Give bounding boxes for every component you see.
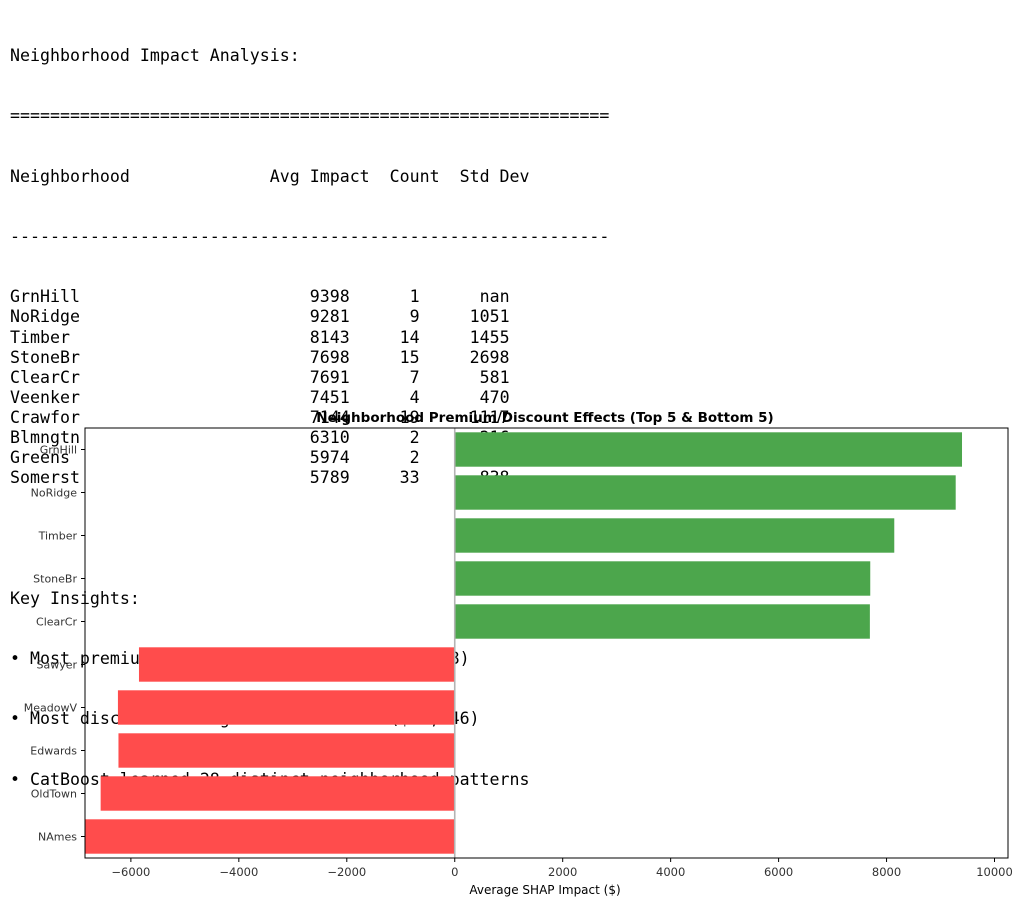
single-rule: ----------------------------------------… <box>10 227 610 247</box>
x-tick-label: 0 <box>451 865 458 879</box>
cell-avg-impact: 9398 <box>309 287 350 307</box>
table-row: GrnHill 9398 1 nan <box>10 287 609 307</box>
x-tick-label: 10000 <box>976 865 1013 879</box>
cell-std-dev: 470 <box>479 387 510 407</box>
cell-avg-impact: 9281 <box>309 307 350 327</box>
y-tick-label: Edwards <box>30 745 77 758</box>
header-count: Count <box>389 166 440 186</box>
cell-count: 33 <box>399 468 420 488</box>
cell-std-dev: 1051 <box>469 307 510 327</box>
x-tick-label: −6000 <box>111 865 150 879</box>
x-tick-label: −4000 <box>219 865 258 879</box>
double-rule: ========================================… <box>10 106 610 126</box>
cell-count: 7 <box>409 367 420 387</box>
cell-neighborhood: GrnHill <box>10 287 80 307</box>
bar-clearcr <box>454 604 870 639</box>
shap-bar-chart: Neighborhood Premium/Discount Effects (T… <box>24 410 1013 897</box>
cell-neighborhood: Greens <box>10 448 70 468</box>
header-avg-impact: Avg Impact <box>269 166 370 186</box>
cell-count: 2 <box>409 448 420 468</box>
bar-names <box>85 819 455 854</box>
y-tick-label: GrnHill <box>40 444 77 457</box>
bar-timber <box>454 518 895 553</box>
y-tick-label: NAmes <box>38 831 77 844</box>
cell-std-dev: nan <box>479 287 510 307</box>
x-tick-label: 6000 <box>764 865 793 879</box>
y-tick-label: Timber <box>38 530 78 543</box>
cell-avg-impact: 8143 <box>309 327 350 347</box>
y-tick-label: ClearCr <box>36 616 77 629</box>
cell-neighborhood: ClearCr <box>10 367 80 387</box>
plot-frame <box>84 427 1009 859</box>
cell-avg-impact: 7691 <box>309 367 350 387</box>
cell-avg-impact: 5789 <box>309 468 350 488</box>
table-row: NoRidge 9281 9 1051 <box>10 307 609 327</box>
chart-title: Neighborhood Premium/Discount Effects (T… <box>316 410 773 426</box>
table-row: ClearCr 7691 7 581 <box>10 368 609 388</box>
analysis-heading: Neighborhood Impact Analysis: <box>10 46 300 66</box>
bar-edwards <box>118 733 455 768</box>
header-neighborhood: Neighborhood <box>10 166 130 186</box>
x-tick-label: 8000 <box>872 865 901 879</box>
y-tick-label: MeadowV <box>24 702 78 715</box>
cell-avg-impact: 7698 <box>309 347 350 367</box>
cell-avg-impact: 7144 <box>309 407 350 427</box>
cell-neighborhood: Timber <box>10 327 70 347</box>
cell-avg-impact: 7451 <box>309 387 350 407</box>
y-tick-label: Sawyer <box>36 659 77 672</box>
cell-std-dev: 1455 <box>469 327 510 347</box>
y-tick-label: StoneBr <box>33 573 77 586</box>
y-tick-label: NoRidge <box>31 487 78 500</box>
cell-count: 2 <box>409 427 420 447</box>
y-axis-labels: GrnHill NoRidge Timber StoneBr ClearCr Sawyer… <box>24 444 85 844</box>
bar-grnhill <box>454 432 963 467</box>
cell-neighborhood: StoneBr <box>10 347 80 367</box>
table-row: Veenker 7451 4 470 <box>10 388 609 408</box>
table-row: Timber 8143 14 1455 <box>10 328 609 348</box>
cell-neighborhood: NoRidge <box>10 307 80 327</box>
table-header-row: Neighborhood Avg Impact Count Std Dev <box>10 167 609 187</box>
cell-std-dev: 581 <box>479 367 510 387</box>
bar-stonebr <box>454 561 871 596</box>
table-row: Crawfor 7144 19 1117 <box>10 408 609 428</box>
y-tick-label: OldTown <box>31 788 77 801</box>
cell-count: 4 <box>409 387 420 407</box>
cell-count: 9 <box>409 307 420 327</box>
cell-neighborhood: Somerst <box>10 468 80 488</box>
cell-neighborhood: Veenker <box>10 387 80 407</box>
cell-count: 19 <box>399 407 420 427</box>
cell-std-dev: 2698 <box>469 347 510 367</box>
table-row: StoneBr 7698 15 2698 <box>10 348 609 368</box>
cell-std-dev: 1117 <box>469 407 510 427</box>
bars-group <box>85 432 963 854</box>
x-axis-ticks: −6000 −4000 −2000 0 2000 4000 6000 8000 10000 <box>111 858 1013 879</box>
insights-heading: Key Insights: <box>10 588 140 608</box>
x-tick-label: 2000 <box>548 865 577 879</box>
x-tick-label: 4000 <box>656 865 685 879</box>
bar-meadowv <box>117 690 455 725</box>
x-tick-label: −2000 <box>327 865 366 879</box>
bar-noridge <box>454 475 956 510</box>
cell-neighborhood: Blmngtn <box>10 427 80 447</box>
bar-oldtown <box>100 776 455 811</box>
cell-count: 14 <box>399 327 420 347</box>
cell-count: 15 <box>399 347 420 367</box>
cell-count: 1 <box>409 287 420 307</box>
x-axis-label: Average SHAP Impact ($) <box>469 883 620 897</box>
cell-avg-impact: 5974 <box>309 448 350 468</box>
cell-neighborhood: Crawfor <box>10 407 80 427</box>
cell-avg-impact: 6310 <box>309 427 350 447</box>
bar-sawyer <box>138 647 455 682</box>
header-std-dev: Std Dev <box>459 166 530 186</box>
